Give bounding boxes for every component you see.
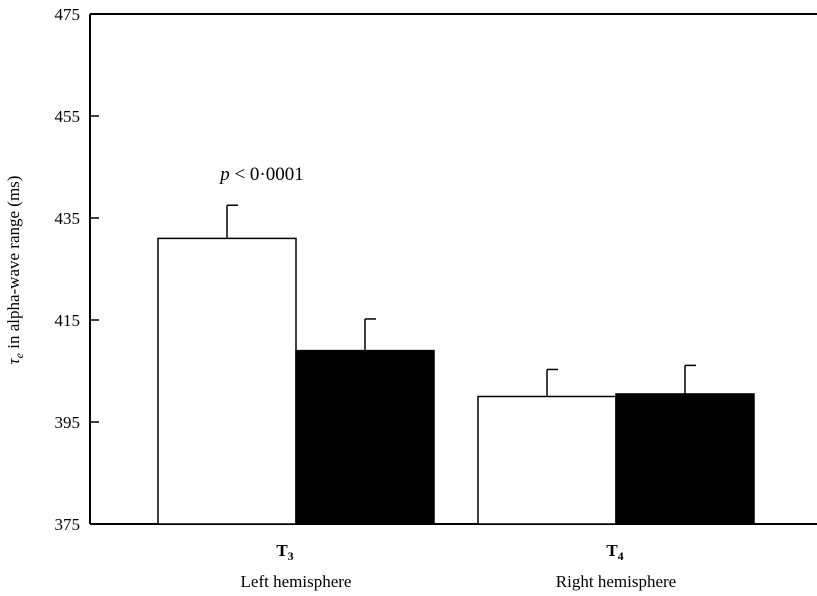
y-axis-label-sub: e [12, 352, 26, 358]
y-tick-label-395: 395 [55, 413, 81, 432]
y-axis-label: τe in alpha-wave range (ms) [4, 176, 26, 365]
category-label-t3-sub: 3 [288, 549, 294, 563]
bar-T4-s1 [477, 395, 617, 525]
category-label-t4-sub: 4 [618, 549, 624, 563]
y-axis-label-symbol: τ [4, 357, 23, 364]
category-label-t4: T4 [606, 541, 623, 563]
category-label-t4-main: T [606, 541, 618, 560]
bars [157, 204, 755, 525]
annotation-p: p [218, 164, 230, 185]
y-axis-label-rest: in alpha-wave range (ms) [4, 176, 23, 353]
y-tick-label-375: 375 [55, 515, 81, 534]
group-label-right: Right hemisphere [556, 572, 676, 591]
y-tick-label-475: 475 [55, 5, 81, 24]
category-label-t3: T3 [276, 541, 293, 563]
category-label-t3-main: T [276, 541, 288, 560]
y-tick-label-435: 435 [55, 209, 81, 228]
bar-T3-s1 [157, 237, 297, 525]
bar-T4-s2 [615, 393, 755, 525]
annotation: p < 0·0001 [218, 164, 304, 185]
group-label-left: Left hemisphere [241, 572, 352, 591]
bar-T3-s2 [295, 349, 435, 525]
y-tick-label-455: 455 [55, 107, 81, 126]
y-ticks: 375 395 415 435 455 475 [55, 5, 99, 534]
annotation-text: < 0·0001 [230, 164, 304, 185]
y-tick-label-415: 415 [55, 311, 81, 330]
